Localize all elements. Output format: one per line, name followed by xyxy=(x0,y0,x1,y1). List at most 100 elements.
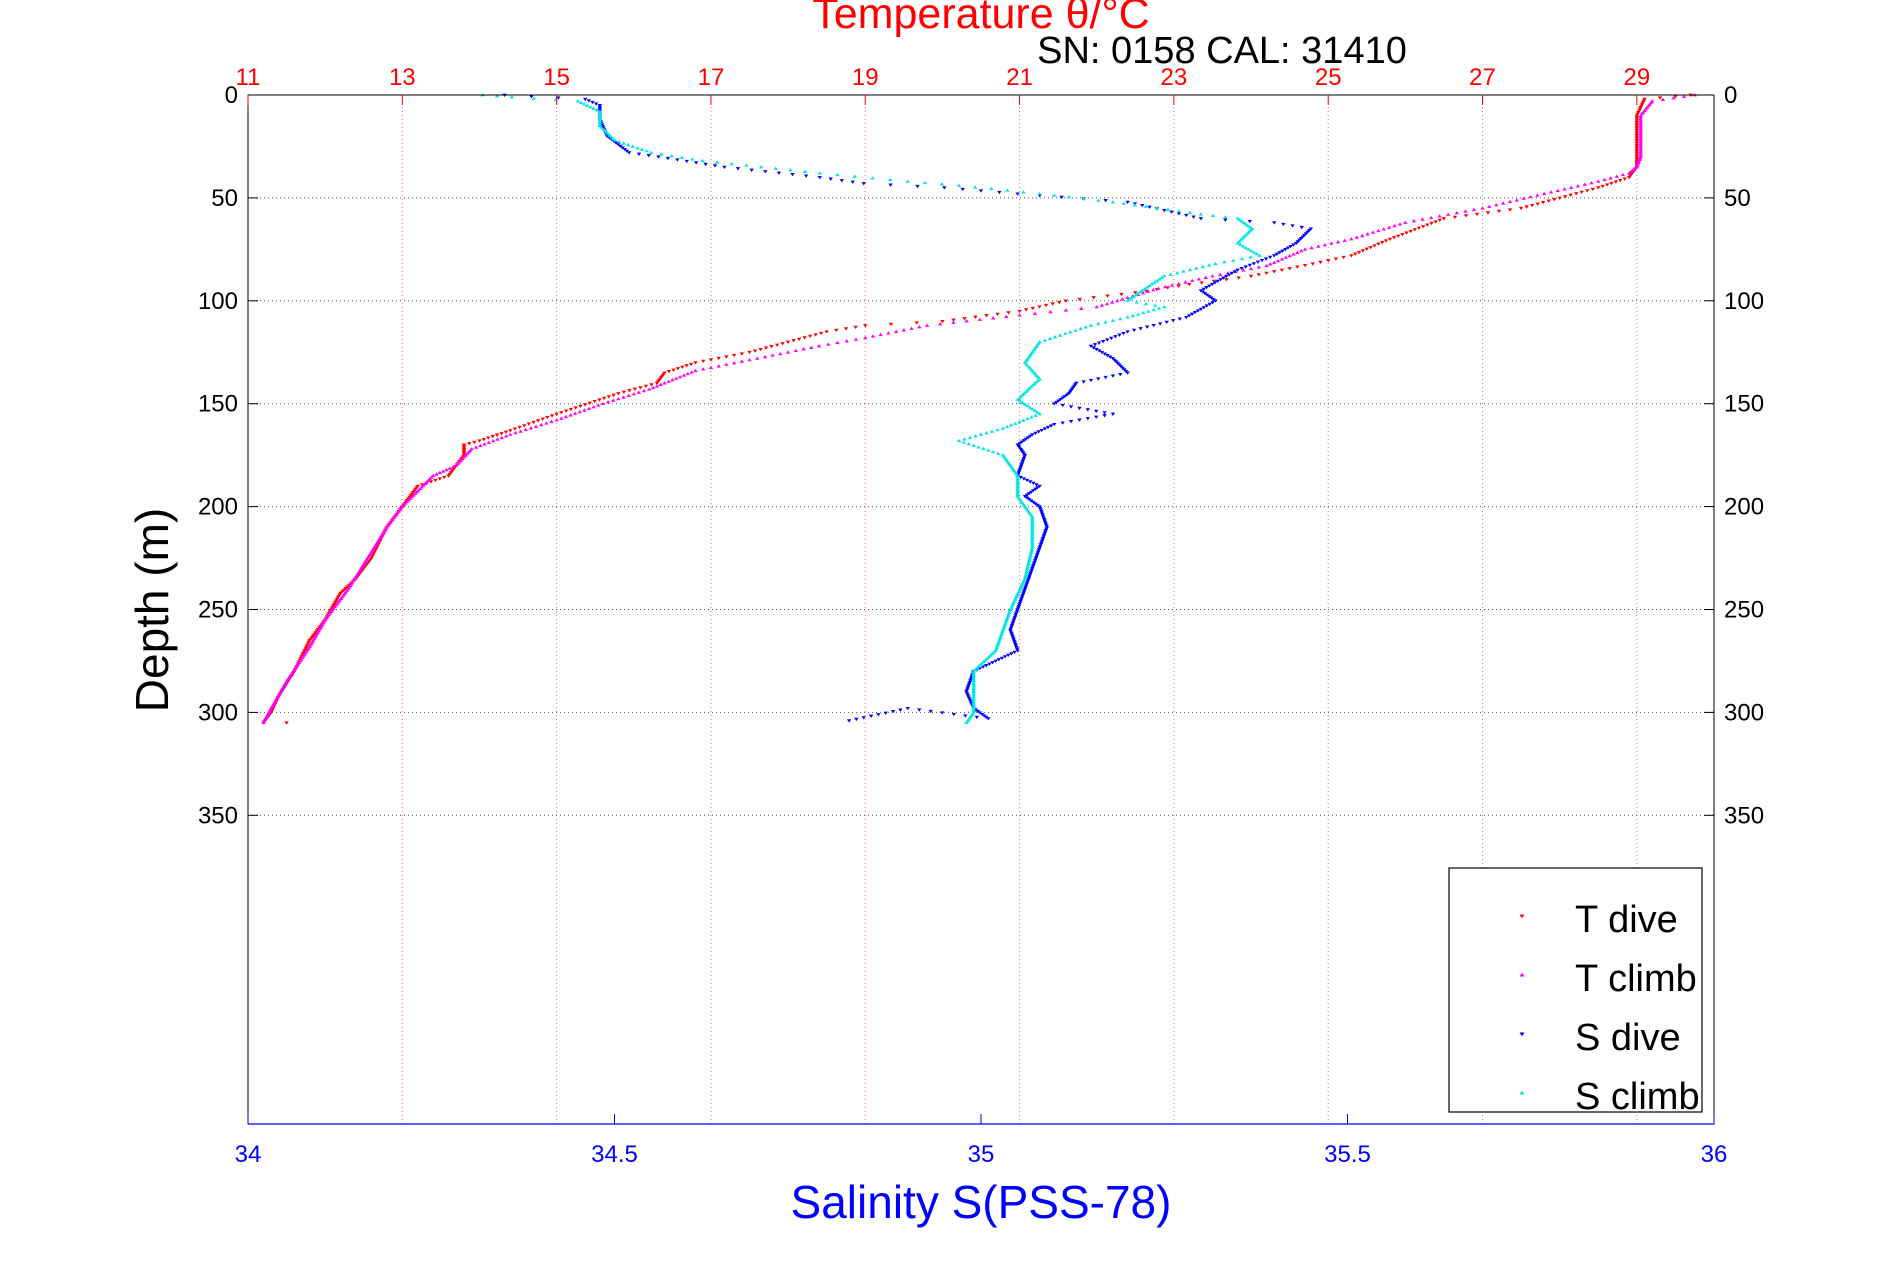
data-point xyxy=(1272,221,1277,225)
data-point xyxy=(1145,289,1151,293)
data-point xyxy=(1144,325,1150,329)
data-point xyxy=(1235,268,1240,272)
data-point xyxy=(1535,202,1540,206)
data-point xyxy=(433,478,438,483)
data-point xyxy=(1500,201,1506,205)
data-point xyxy=(747,350,752,355)
data-point xyxy=(883,711,888,715)
data-point xyxy=(1035,486,1040,490)
data-point xyxy=(1203,275,1208,279)
data-point xyxy=(1079,306,1084,310)
data-point xyxy=(835,340,840,345)
temperature-tick-label: 25 xyxy=(1315,64,1342,91)
data-point xyxy=(1211,298,1216,302)
data-point xyxy=(671,368,676,372)
data-point xyxy=(1135,312,1141,316)
temperature-tick-label: 19 xyxy=(852,64,879,91)
data-point xyxy=(1247,263,1252,268)
data-point xyxy=(1127,297,1132,301)
data-point xyxy=(1215,279,1221,283)
data-point xyxy=(1463,209,1468,213)
depth-tick-label-right: 350 xyxy=(1724,802,1764,829)
data-point xyxy=(978,189,984,193)
depth-tick-label-right: 150 xyxy=(1724,391,1764,418)
data-point xyxy=(573,406,578,410)
data-point xyxy=(1050,302,1055,306)
series-t-climb xyxy=(261,93,1697,725)
data-point xyxy=(601,396,607,401)
data-point xyxy=(1023,575,1028,579)
data-point xyxy=(1309,245,1314,250)
data-point xyxy=(863,324,868,328)
data-point xyxy=(1020,400,1025,405)
data-point xyxy=(942,186,947,190)
data-point xyxy=(1015,192,1020,196)
series-s-climb xyxy=(480,93,1262,725)
depth-axis-title: Depth (m) xyxy=(126,508,178,712)
depth-tick-label-left: 150 xyxy=(198,391,238,418)
data-point xyxy=(1236,276,1241,280)
data-point xyxy=(1671,96,1676,100)
data-point xyxy=(1507,199,1513,204)
data-point xyxy=(1555,188,1560,193)
data-point xyxy=(434,472,439,476)
data-point xyxy=(747,357,752,362)
data-point xyxy=(638,386,643,390)
data-point xyxy=(854,717,859,722)
data-point xyxy=(1156,286,1161,290)
data-point xyxy=(1105,338,1110,342)
data-point xyxy=(1282,248,1288,252)
data-point xyxy=(681,373,687,377)
data-point xyxy=(1099,303,1105,307)
data-point xyxy=(1480,206,1485,210)
data-point xyxy=(1024,568,1030,572)
data-point xyxy=(1165,207,1171,212)
data-point xyxy=(1004,424,1010,429)
data-point xyxy=(1302,263,1308,268)
data-point xyxy=(1299,225,1304,230)
data-point xyxy=(632,387,638,391)
data-point xyxy=(644,149,649,153)
data-point xyxy=(739,352,745,356)
data-point xyxy=(1420,225,1426,229)
data-point xyxy=(999,656,1005,660)
data-point xyxy=(685,371,690,376)
data-point xyxy=(1248,255,1253,259)
data-point xyxy=(844,339,849,343)
data-point xyxy=(1568,193,1573,197)
data-point xyxy=(1229,271,1235,276)
data-point xyxy=(1285,246,1291,250)
data-point xyxy=(1117,333,1122,337)
data-point xyxy=(1540,200,1546,205)
data-point xyxy=(495,94,500,98)
data-point xyxy=(1295,250,1300,254)
data-point xyxy=(1129,295,1134,300)
data-point xyxy=(1474,212,1480,217)
depth-tick-label-left: 50 xyxy=(211,185,238,212)
data-point xyxy=(1030,433,1035,437)
data-point xyxy=(1628,169,1634,173)
data-point xyxy=(905,706,910,711)
data-point xyxy=(647,387,652,391)
data-point xyxy=(1135,291,1141,295)
data-point xyxy=(648,150,654,154)
data-point xyxy=(674,376,679,380)
data-point xyxy=(724,362,729,366)
data-point xyxy=(626,142,631,147)
data-point xyxy=(1223,215,1228,219)
data-point xyxy=(1023,437,1029,441)
depth-tick-label-left: 100 xyxy=(198,288,238,315)
data-point xyxy=(956,183,962,187)
data-point xyxy=(1187,210,1193,215)
data-point xyxy=(600,401,606,406)
data-point xyxy=(793,348,799,353)
data-point xyxy=(1034,410,1040,414)
data-point xyxy=(972,185,978,189)
data-point xyxy=(1318,260,1323,265)
data-point xyxy=(1077,418,1082,422)
data-point xyxy=(1029,415,1034,419)
data-point xyxy=(1025,565,1030,569)
data-point xyxy=(1174,271,1180,275)
data-point xyxy=(963,714,968,718)
data-point xyxy=(940,320,945,324)
